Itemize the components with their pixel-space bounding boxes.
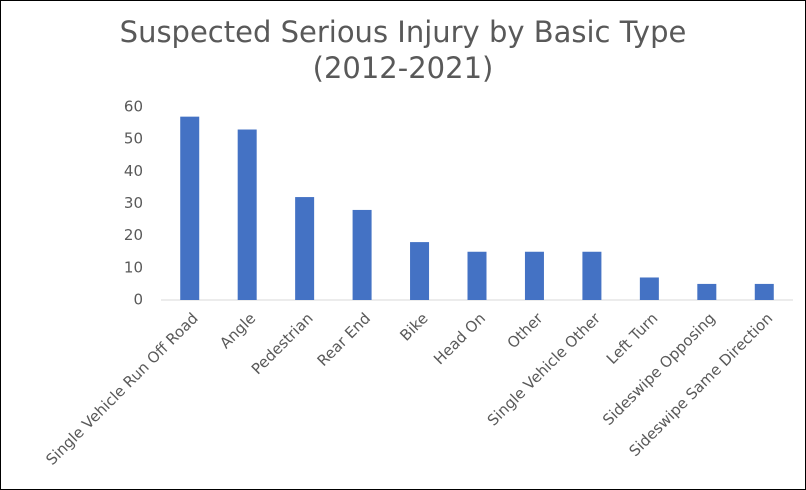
bar xyxy=(352,209,372,300)
x-tick-label: Head On xyxy=(430,309,489,368)
y-tick-label: 40 xyxy=(124,162,143,180)
y-tick-label: 10 xyxy=(124,258,143,276)
bar xyxy=(639,277,659,300)
y-tick-label: 20 xyxy=(124,226,143,244)
x-tick-label: Pedestrian xyxy=(248,309,317,378)
chart-title: Suspected Serious Injury by Basic Type (… xyxy=(119,15,687,85)
bar xyxy=(524,251,544,300)
y-tick-label: 60 xyxy=(124,98,143,116)
y-tick-label: 30 xyxy=(124,194,143,212)
x-tick-label: Left Turn xyxy=(603,309,662,368)
x-tick-label: Rear End xyxy=(314,309,375,370)
bar xyxy=(237,129,257,300)
x-tick-label: Bike xyxy=(396,309,431,344)
y-tick-label: 50 xyxy=(124,130,143,148)
x-tick-label: Sideswipe Opposing xyxy=(599,309,719,429)
x-tick-label: Single Vehicle Run Off Road xyxy=(42,309,201,468)
y-tick-label: 0 xyxy=(133,291,143,309)
x-tick-label: Single Vehicle Other xyxy=(484,309,605,430)
x-tick-label: Angle xyxy=(216,309,259,352)
bar xyxy=(410,242,430,300)
bar xyxy=(295,197,315,300)
bar xyxy=(697,283,717,300)
bar xyxy=(467,251,487,300)
bar xyxy=(180,116,200,301)
bar xyxy=(754,283,774,300)
bar xyxy=(582,251,602,300)
x-tick-label: Other xyxy=(504,309,547,352)
